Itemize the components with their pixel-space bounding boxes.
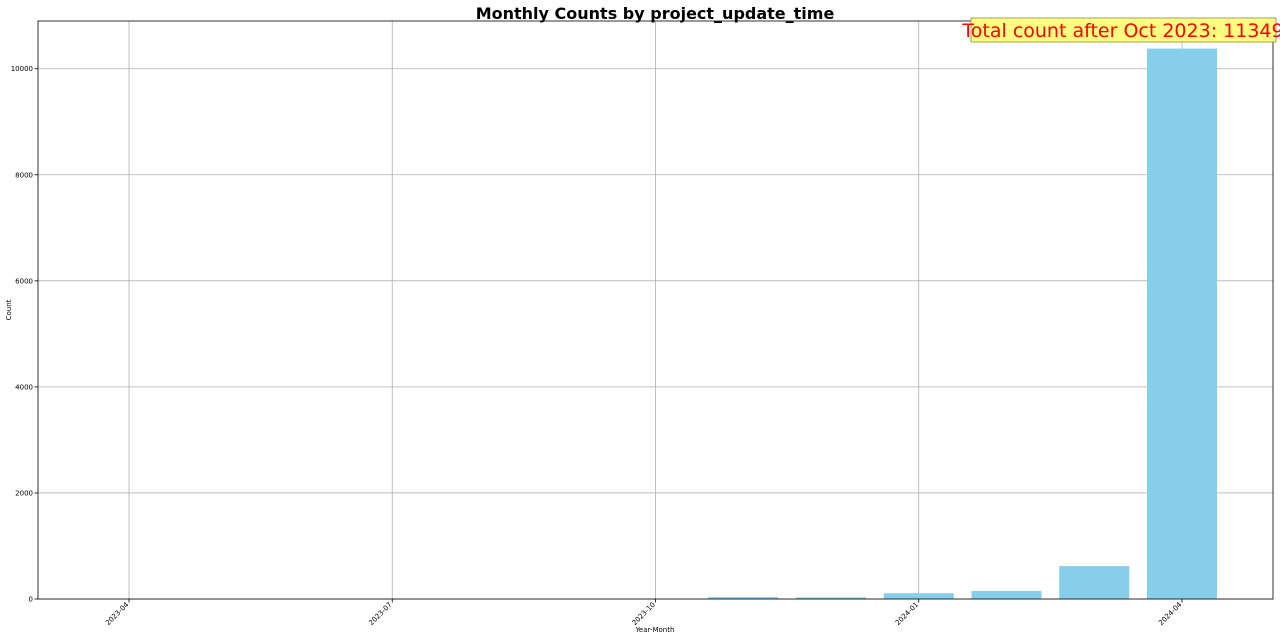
grid-lines [38, 21, 1273, 600]
bar-2024-01 [883, 593, 954, 599]
x-axis: 2023-04 2023-07 2023-10 2024-01 2024-04 [104, 599, 1184, 627]
bar-2023-12 [796, 597, 866, 599]
y-tick-label: 0 [29, 596, 33, 604]
x-tick-label: 2024-04 [1157, 600, 1184, 627]
y-axis: 0 2000 4000 6000 8000 10000 [11, 65, 38, 604]
x-axis-label: Year-Month [635, 626, 675, 634]
bar-2024-03 [1059, 566, 1130, 599]
x-tick-label: 2023-04 [104, 600, 131, 627]
y-tick-label: 10000 [11, 65, 33, 73]
bar-2024-04 [1147, 48, 1217, 599]
y-axis-label: Count [5, 299, 13, 320]
annotation-box [970, 17, 1277, 43]
annotation: Total count after Oct 2023: 11349 [961, 17, 1280, 43]
bar-2023-11 [708, 597, 779, 599]
x-tick-label: 2023-10 [631, 601, 657, 627]
bar-2024-02 [971, 591, 1042, 599]
x-tick-label: 2023-07 [367, 601, 393, 627]
x-tick-label: 2024-01 [894, 601, 920, 627]
y-tick-label: 6000 [15, 277, 33, 285]
chart-title: Monthly Counts by project_update_time [476, 4, 835, 23]
y-tick-label: 2000 [15, 489, 33, 497]
annotation-text: Total count after Oct 2023: 11349 [961, 20, 1280, 42]
y-tick-label: 4000 [15, 383, 33, 391]
bars-group [532, 48, 1217, 599]
y-tick-label: 8000 [15, 171, 33, 179]
